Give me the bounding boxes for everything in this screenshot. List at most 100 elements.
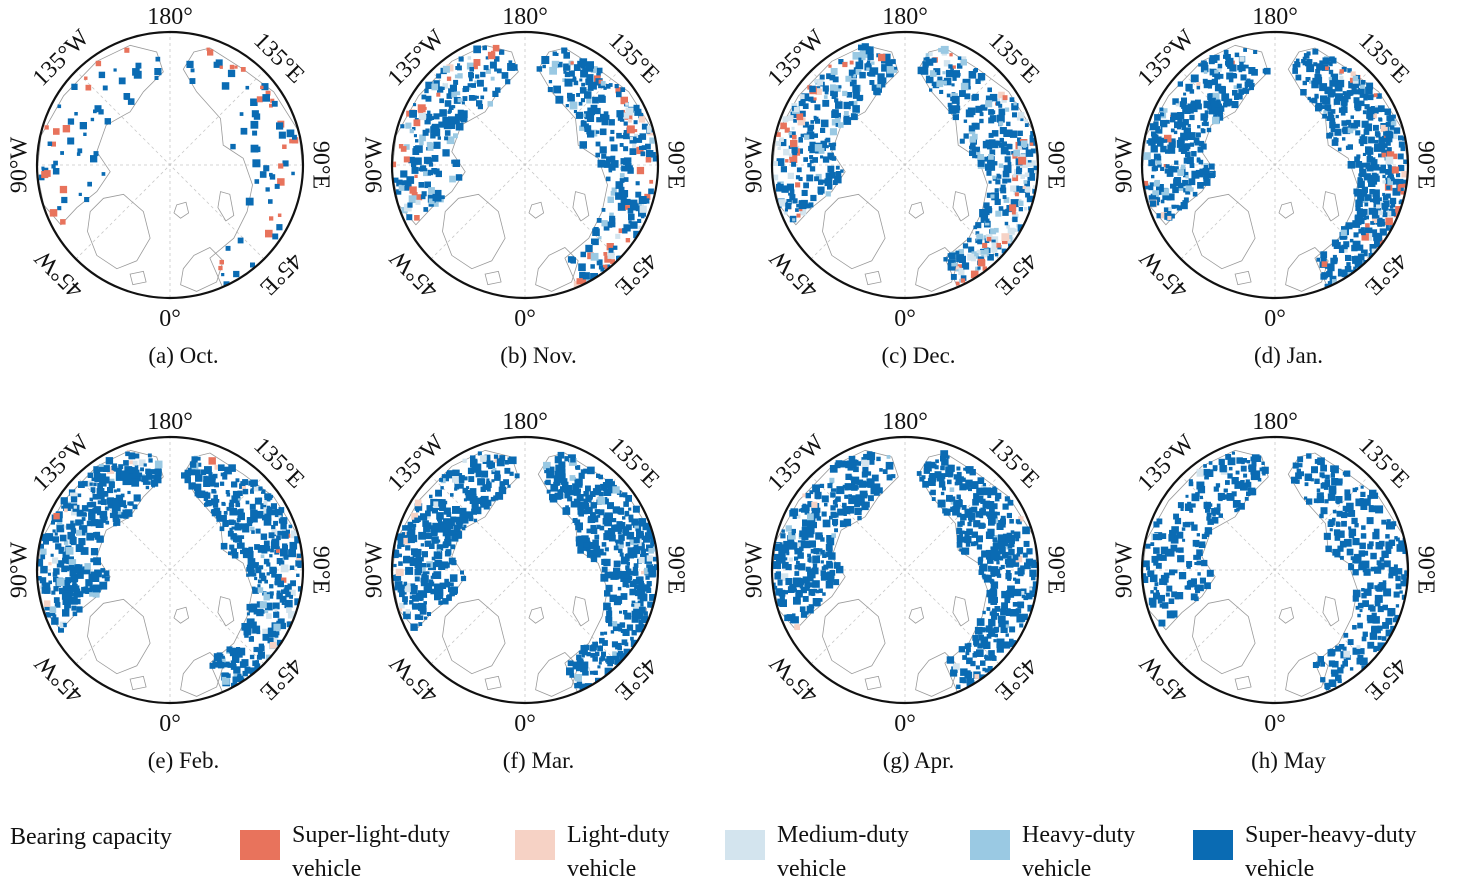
capacity-cell-super-heavy (879, 468, 883, 472)
capacity-cell-super-heavy (983, 202, 990, 209)
capacity-cell-super-heavy (980, 215, 988, 223)
graticule-line (75, 475, 265, 665)
capacity-cell-super-heavy (1358, 561, 1364, 567)
capacity-cell-super-heavy (1381, 636, 1387, 641)
capacity-cell-heavy (427, 144, 434, 151)
capacity-cell-super-heavy (1371, 626, 1377, 633)
capacity-cell-super-heavy (1368, 252, 1374, 258)
graticule-line (810, 70, 1000, 260)
capacity-cell-super-heavy (1353, 120, 1361, 127)
map-boundary-circle (770, 30, 1040, 300)
capacity-cell-super-heavy (1238, 89, 1244, 95)
capacity-cell-super-heavy (1365, 86, 1373, 95)
capacity-cell-super-heavy (793, 119, 797, 123)
capacity-cell-super-heavy (450, 493, 454, 497)
capacity-cell-super-heavy (123, 460, 129, 466)
capacity-cell-heavy (607, 196, 614, 203)
capacity-cell-super-heavy (220, 515, 227, 522)
capacity-cell-super-heavy (830, 511, 837, 518)
capacity-cell-super-heavy (59, 534, 67, 542)
capacity-cell-super-heavy (103, 465, 110, 472)
capacity-cell-heavy (221, 676, 230, 685)
capacity-cell-super-heavy (414, 576, 420, 582)
capacity-cell-super-heavy (1240, 482, 1248, 491)
coastline (173, 606, 190, 624)
capacity-cell-medium (638, 225, 642, 230)
capacity-cell-super-heavy (982, 500, 991, 509)
capacity-cell-super-heavy (606, 656, 615, 664)
capacity-cell-super-heavy (65, 577, 72, 584)
capacity-cell-light (641, 570, 645, 575)
capacity-cell-super-heavy (962, 78, 971, 87)
capacity-cell-super-heavy (957, 56, 962, 60)
capacity-cell-super-light (411, 192, 418, 198)
capacity-cell-super-heavy (848, 497, 855, 505)
capacity-cell-super-heavy (426, 571, 430, 575)
capacity-cell-super-heavy (401, 180, 407, 186)
capacity-cell-super-heavy (973, 493, 980, 500)
capacity-cell-super-heavy (948, 472, 953, 478)
capacity-cell-super-heavy (1149, 574, 1158, 583)
map-content (772, 32, 1038, 298)
capacity-cell-super-heavy (268, 629, 276, 637)
capacity-cell-super-heavy (52, 529, 56, 533)
capacity-cell-super-heavy (602, 640, 608, 646)
capacity-cell-heavy (457, 98, 462, 103)
capacity-cell-super-heavy (475, 95, 479, 99)
capacity-cell-super-heavy (467, 467, 475, 475)
lon-label-e: 90°E (307, 546, 333, 594)
capacity-cell-super-heavy (1334, 128, 1342, 136)
capacity-cell-super-heavy (463, 498, 467, 502)
capacity-cell-super-heavy (438, 499, 446, 507)
capacity-cell-medium (1196, 468, 1205, 477)
capacity-cell-super-heavy (289, 541, 298, 550)
capacity-cell-heavy (829, 477, 835, 483)
capacity-cell-super-heavy (37, 576, 42, 581)
capacity-cell-super-heavy (574, 479, 581, 486)
capacity-cell-super-heavy (779, 552, 786, 559)
capacity-cell-super-heavy (457, 65, 462, 71)
capacity-cell-super-heavy (1374, 645, 1380, 651)
capacity-cell-light (269, 642, 277, 649)
capacity-cell-super-light (570, 61, 574, 65)
capacity-cell-super-heavy (99, 537, 104, 542)
capacity-cell-super-heavy (1352, 625, 1357, 630)
capacity-cell-super-heavy (929, 88, 933, 92)
capacity-cell-super-heavy (228, 464, 236, 472)
capacity-cell-super-heavy (996, 645, 1004, 653)
capacity-cell-super-heavy (1154, 114, 1161, 121)
capacity-cell-super-heavy (975, 231, 980, 235)
capacity-cell-heavy (1020, 140, 1028, 147)
capacity-cell-medium (274, 608, 278, 612)
capacity-cell-super-heavy (633, 104, 640, 111)
capacity-cell-super-heavy (428, 579, 434, 584)
capacity-cell-super-heavy (1322, 105, 1326, 109)
capacity-cell-super-heavy (104, 576, 110, 582)
capacity-cell-super-heavy (1350, 122, 1356, 129)
capacity-cell-super-light (878, 53, 886, 62)
capacity-cell-super-light (776, 132, 781, 137)
capacity-cell-super-heavy (254, 179, 260, 184)
capacity-cell-super-heavy (47, 141, 53, 146)
capacity-cell-super-heavy (1189, 163, 1195, 168)
capacity-cell-super-heavy (51, 520, 55, 525)
capacity-cell-super-heavy (119, 500, 127, 508)
capacity-cell-super-heavy (104, 506, 109, 511)
coastline (442, 193, 506, 270)
capacity-cell-super-heavy (990, 572, 995, 577)
capacity-cell-super-light (269, 103, 273, 108)
capacity-cell-heavy (63, 540, 69, 545)
capacity-cell-super-light (626, 125, 635, 134)
capacity-cell-medium (1007, 227, 1015, 235)
capacity-cell-super-heavy (437, 518, 442, 523)
capacity-cell-super-heavy (1208, 93, 1213, 98)
capacity-cell-medium (1029, 587, 1033, 591)
capacity-cell-super-heavy (1387, 109, 1391, 113)
capacity-cell-super-heavy (97, 483, 103, 489)
capacity-cell-super-heavy (491, 479, 495, 483)
capacity-cell-super-heavy (1341, 66, 1347, 72)
capacity-cell-super-heavy (966, 657, 973, 665)
capacity-cell-super-heavy (1332, 660, 1339, 668)
panel-caption: (c) Dec. (881, 343, 956, 368)
capacity-cell-super-heavy (444, 578, 449, 584)
